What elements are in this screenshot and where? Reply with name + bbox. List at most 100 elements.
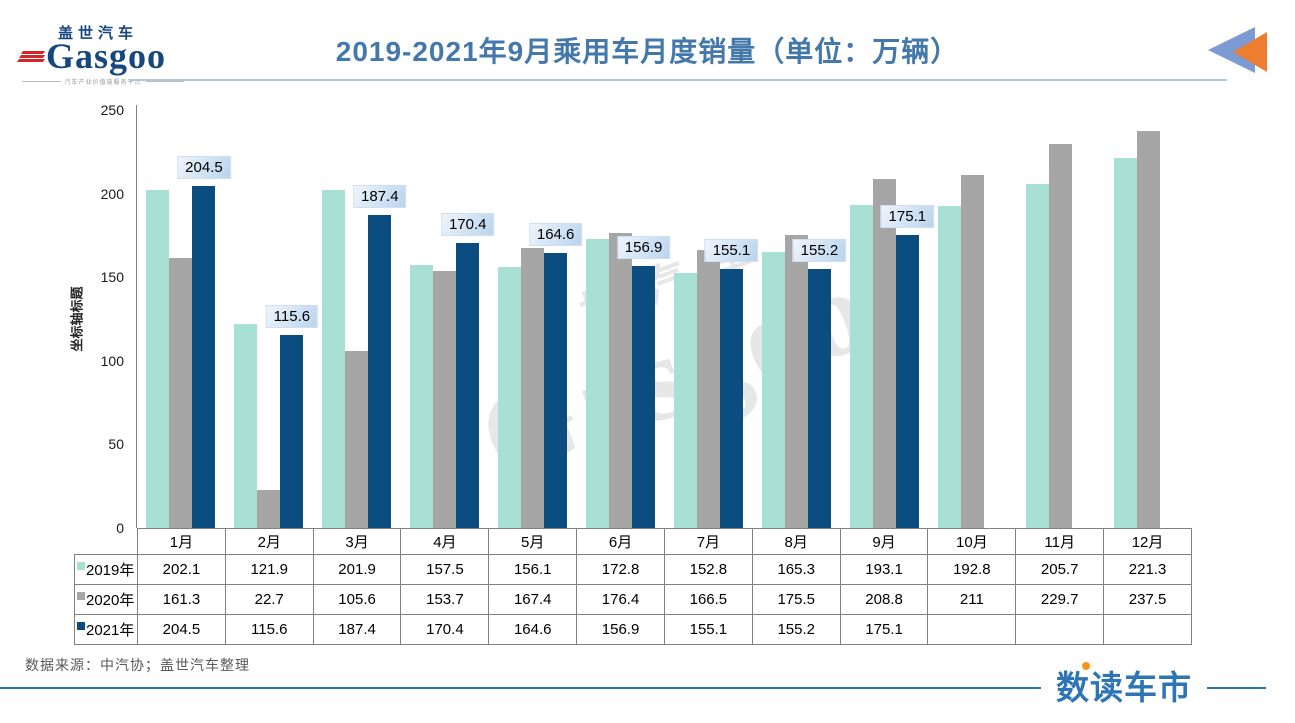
bar-group-1月: 204.5 bbox=[137, 110, 231, 528]
series-label: 2019年 bbox=[74, 554, 138, 585]
data-label: 155.1 bbox=[704, 238, 759, 262]
shuduche-logo: 数读车市 bbox=[1041, 660, 1207, 710]
bar-2020年-9月 bbox=[872, 178, 896, 528]
table-value: 192.8 bbox=[927, 554, 1017, 585]
bar-group-12月 bbox=[1104, 110, 1192, 528]
bar-2020年-2月 bbox=[257, 490, 281, 528]
legend-key-icon bbox=[77, 622, 85, 630]
table-value: 153.7 bbox=[400, 584, 490, 615]
y-tick-label: 100 bbox=[100, 352, 124, 369]
bar-2019年-11月 bbox=[1025, 184, 1049, 528]
bar-group-11月 bbox=[1016, 110, 1104, 528]
bar-2021年-6月 bbox=[632, 265, 656, 528]
bar-2019年-8月 bbox=[761, 251, 785, 528]
table-value: 205.7 bbox=[1015, 554, 1105, 585]
bar-group-6月: 156.9 bbox=[577, 110, 671, 528]
gasgoo-logo-chinese: 盖世汽车 bbox=[58, 25, 139, 42]
table-value bbox=[927, 614, 1017, 645]
data-label: 204.5 bbox=[177, 156, 231, 180]
table-value: 156.9 bbox=[576, 614, 665, 645]
bar-2020年-7月 bbox=[696, 249, 720, 528]
table-value: 175.1 bbox=[839, 614, 929, 645]
y-tick-label: 250 bbox=[100, 102, 124, 118]
table-value: 22.7 bbox=[224, 584, 314, 615]
bar-2020年-1月 bbox=[169, 258, 193, 528]
bar-2021年-8月 bbox=[807, 268, 831, 528]
bar-group-9月: 175.1 bbox=[840, 110, 935, 528]
table-value: 187.4 bbox=[312, 614, 402, 645]
table-value: 165.3 bbox=[751, 554, 841, 585]
bar-2019年-5月 bbox=[498, 267, 522, 528]
y-axis-line bbox=[136, 105, 137, 528]
month-header: 10月 bbox=[927, 528, 1017, 555]
bar-2019年-10月 bbox=[937, 205, 961, 528]
data-source: 数据来源：中汽协；盖世汽车整理 bbox=[25, 657, 250, 673]
table-corner bbox=[75, 529, 138, 555]
bar-2019年-12月 bbox=[1113, 158, 1137, 528]
bar-2019年-3月 bbox=[322, 190, 346, 528]
table-value: 175.5 bbox=[751, 584, 841, 615]
bar-2019年-2月 bbox=[234, 324, 258, 528]
bar-2019年-6月 bbox=[586, 239, 610, 528]
month-header: 6月 bbox=[576, 528, 665, 555]
table-value: 193.1 bbox=[839, 554, 929, 585]
table-value: 152.8 bbox=[663, 554, 753, 585]
table-value: 176.4 bbox=[576, 584, 665, 615]
data-label: 170.4 bbox=[440, 213, 495, 237]
bar-2021年-3月 bbox=[368, 214, 392, 528]
series-label: 2020年 bbox=[74, 584, 138, 615]
bar-2021年-1月 bbox=[192, 186, 216, 528]
bar-2020年-4月 bbox=[433, 271, 457, 528]
table-value: 172.8 bbox=[576, 554, 665, 585]
y-axis: 0 50 100 150 200 250 bbox=[0, 102, 128, 536]
bar-group-3月: 187.4 bbox=[313, 110, 407, 528]
table-value: 204.5 bbox=[137, 614, 226, 645]
plot-area: 盖世汽车 Gasgoo 204.5115.6187.4170.4164.6156… bbox=[137, 110, 1192, 528]
month-header: 11月 bbox=[1015, 528, 1105, 555]
table-value: 167.4 bbox=[488, 584, 578, 615]
table-value: 211 bbox=[927, 584, 1017, 615]
month-header: 7月 bbox=[663, 528, 753, 555]
table-value: 221.3 bbox=[1103, 554, 1192, 585]
month-header: 1月 bbox=[137, 528, 226, 555]
back-arrows-icon[interactable] bbox=[1208, 27, 1268, 73]
bar-2021年-5月 bbox=[544, 252, 568, 528]
gasgoo-logo: 盖世汽车 Gasgoo 汽车产业价值链服务平台 bbox=[16, 22, 188, 86]
table-value: 157.5 bbox=[400, 554, 490, 585]
bar-2019年-9月 bbox=[849, 205, 873, 528]
table-value: 105.6 bbox=[312, 584, 402, 615]
table-value bbox=[1103, 614, 1192, 645]
table-row: 2021年 204.5 115.6 187.4 170.4 164.6 156.9 155.1… bbox=[74, 614, 1192, 645]
data-label: 175.1 bbox=[880, 205, 935, 229]
series-label: 2021年 bbox=[74, 614, 138, 645]
data-label: 187.4 bbox=[353, 184, 407, 208]
table-value: 208.8 bbox=[839, 584, 929, 615]
data-label: 156.9 bbox=[616, 235, 671, 259]
bar-2020年-5月 bbox=[521, 248, 545, 528]
table-value: 166.5 bbox=[663, 584, 753, 615]
table-value: 121.9 bbox=[224, 554, 314, 585]
bar-group-2月: 115.6 bbox=[225, 110, 319, 528]
bar-group-4月: 170.4 bbox=[401, 110, 495, 528]
y-tick-label: 0 bbox=[116, 520, 124, 536]
bar-2020年-11月 bbox=[1048, 143, 1072, 528]
table-value: 201.9 bbox=[312, 554, 402, 585]
bar-group-5月: 164.6 bbox=[489, 110, 583, 528]
bar-2021年-7月 bbox=[719, 268, 743, 528]
bar-2020年-12月 bbox=[1136, 130, 1160, 528]
title-underline bbox=[130, 79, 1227, 81]
table-value: 161.3 bbox=[137, 584, 226, 615]
table-value: 155.1 bbox=[663, 614, 753, 645]
shuduche-logo-text: 数读车市 bbox=[1056, 669, 1192, 706]
table-value: 237.5 bbox=[1103, 584, 1192, 615]
bar-2020年-3月 bbox=[345, 351, 369, 528]
legend-key-icon bbox=[77, 592, 85, 600]
bar-2021年-9月 bbox=[895, 235, 919, 528]
month-header: 4月 bbox=[400, 528, 490, 555]
month-header: 12月 bbox=[1103, 528, 1192, 555]
y-tick-label: 50 bbox=[108, 436, 124, 453]
bar-2019年-4月 bbox=[410, 264, 434, 528]
month-header: 3月 bbox=[312, 528, 402, 555]
table-value: 115.6 bbox=[224, 614, 314, 645]
